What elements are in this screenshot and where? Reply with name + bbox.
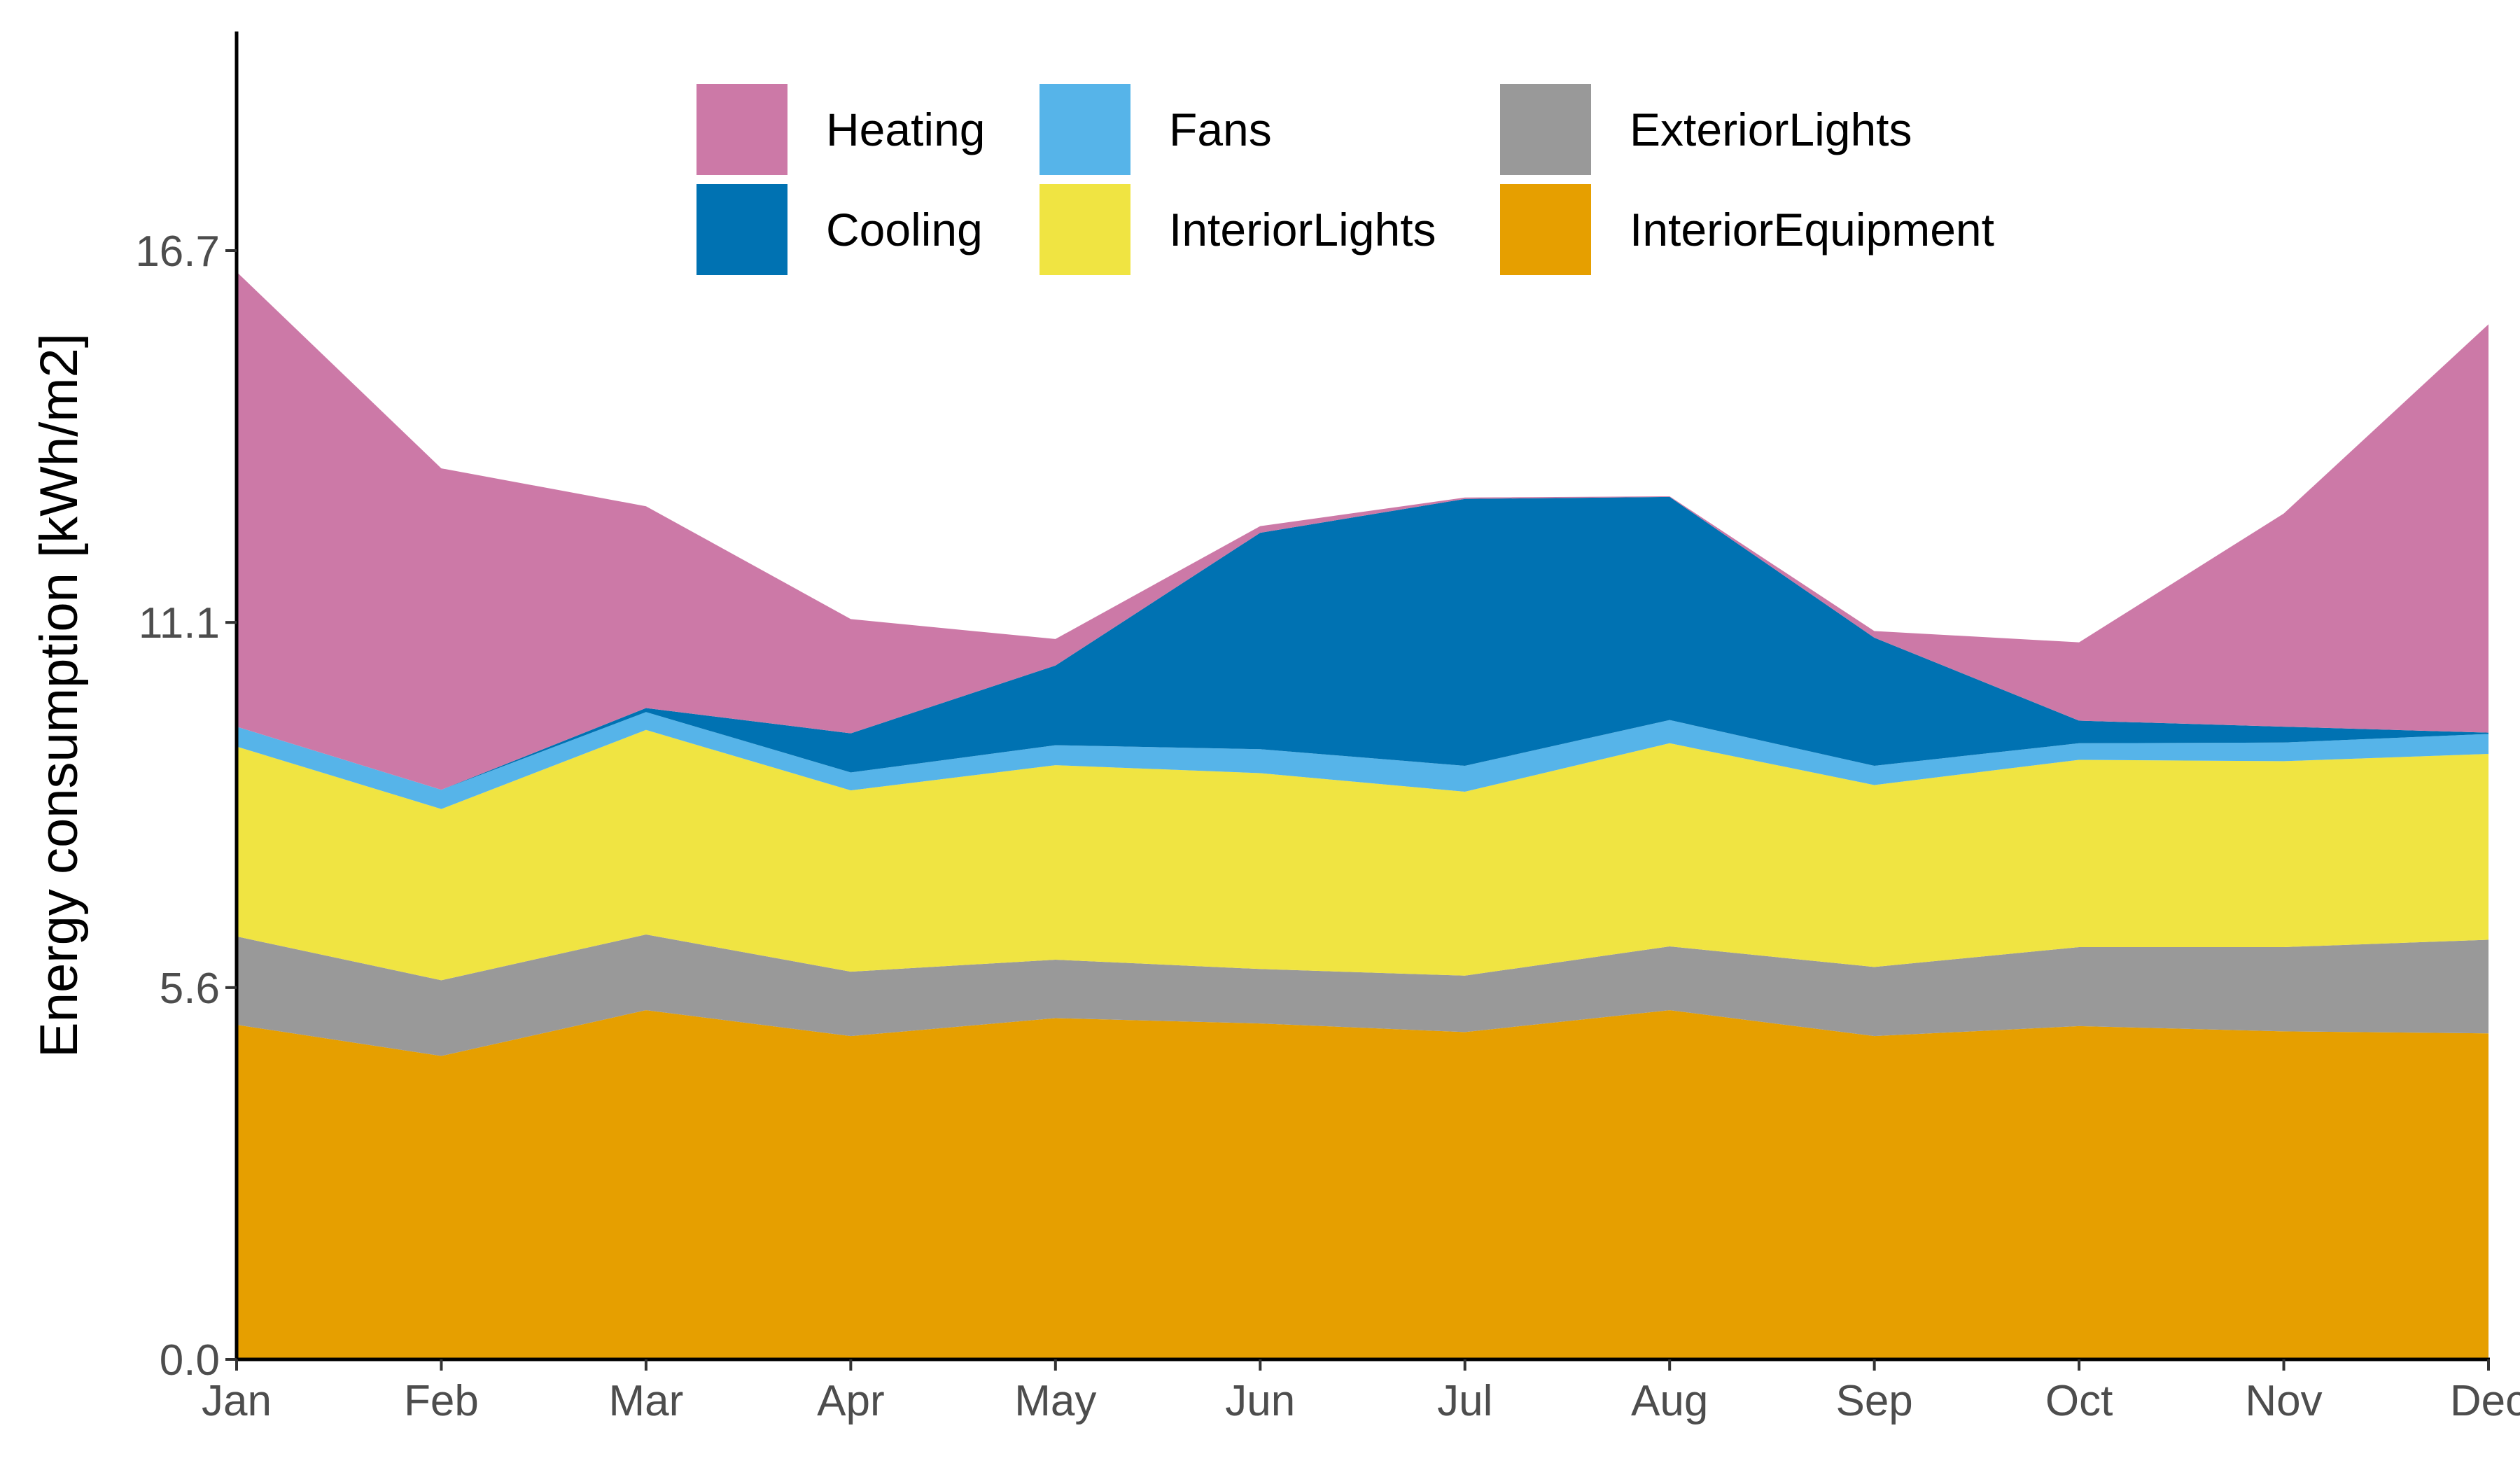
legend-label-cooling: Cooling [826, 204, 983, 255]
y-tick-label: 11.1 [139, 599, 220, 648]
y-tick-label: 5.6 [160, 965, 220, 1013]
legend-swatch-heating [696, 84, 788, 175]
area-layers [237, 272, 2488, 1359]
y-tick-label: 16.7 [135, 227, 220, 276]
x-tick-label: Apr [817, 1377, 884, 1425]
y-axis-ticks: 0.0 5.6 11.1 16.7 [135, 227, 237, 1385]
x-tick-label: Nov [2245, 1377, 2322, 1425]
x-tick-label: Jun [1225, 1377, 1295, 1425]
x-tick-label: Mar [609, 1377, 684, 1425]
legend-label-fans: Fans [1169, 104, 1272, 155]
x-tick-label: Oct [2045, 1377, 2113, 1425]
x-tick-label: Aug [1631, 1377, 1708, 1425]
legend-label-interior-lights: InteriorLights [1169, 204, 1436, 255]
x-tick-label: May [1014, 1377, 1096, 1425]
area-interior-lights [237, 729, 2488, 981]
area-heating [237, 272, 2488, 790]
legend: Heating Cooling Fans InteriorLights Exterior… [696, 84, 1994, 275]
x-axis-ticks: Jan Feb Mar Apr May Jun Jul Aug Sep Oct Nov Dec [202, 1359, 2520, 1425]
area-interior-equipment [237, 1010, 2488, 1359]
area-exterior-lights [237, 934, 2488, 1056]
legend-swatch-interior-lights [1040, 184, 1130, 275]
x-tick-label: Jan [202, 1377, 272, 1425]
area-cooling [237, 496, 2488, 790]
legend-label-exterior-lights: ExteriorLights [1630, 104, 1912, 155]
x-tick-label: Jul [1437, 1377, 1492, 1425]
y-axis-title: Energy consumption [kWh/m2] [29, 333, 89, 1058]
x-tick-label: Dec [2450, 1377, 2520, 1425]
area-fans [237, 712, 2488, 809]
legend-swatch-fans [1040, 84, 1130, 175]
y-tick-label: 0.0 [160, 1336, 220, 1385]
x-tick-label: Sep [1835, 1377, 1912, 1425]
legend-swatch-interior-equipment [1500, 184, 1591, 275]
legend-label-interior-equipment: InteriorEquipment [1630, 204, 1994, 255]
x-tick-label: Feb [404, 1377, 479, 1425]
legend-swatch-cooling [696, 184, 788, 275]
legend-label-heating: Heating [826, 104, 986, 155]
axes [234, 31, 2490, 1362]
legend-swatch-exterior-lights [1500, 84, 1591, 175]
